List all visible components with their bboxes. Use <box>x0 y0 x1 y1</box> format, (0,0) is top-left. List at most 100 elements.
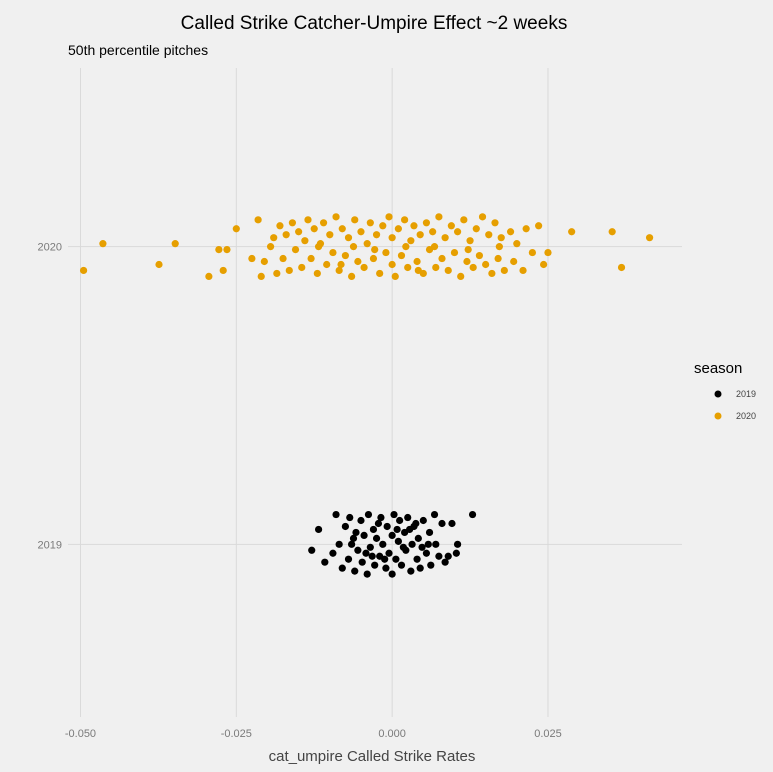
point-2020 <box>450 248 459 257</box>
point-2020 <box>469 263 477 272</box>
point-2020 <box>513 240 521 248</box>
point-2020 <box>341 251 349 260</box>
point-2020 <box>444 266 452 275</box>
y-tick-label: 2020 <box>38 242 62 254</box>
point-2020 <box>495 243 503 251</box>
point-2019 <box>430 510 439 519</box>
point-2020 <box>435 213 443 221</box>
point-2020 <box>360 263 368 272</box>
point-2019 <box>372 534 381 542</box>
point-2020 <box>254 216 262 224</box>
point-2019 <box>321 558 329 566</box>
point-2020 <box>288 219 297 227</box>
point-2019 <box>405 525 414 534</box>
point-2020 <box>460 216 468 224</box>
point-2019 <box>357 516 365 525</box>
point-2020 <box>348 272 356 280</box>
point-2019 <box>422 549 431 557</box>
point-2019 <box>441 558 449 566</box>
point-2020 <box>371 246 379 254</box>
point-2019 <box>418 543 426 551</box>
point-2020 <box>464 246 472 254</box>
point-2020 <box>397 251 406 260</box>
point-2020 <box>413 257 421 266</box>
point-2020 <box>488 269 496 278</box>
point-2020 <box>388 234 396 242</box>
point-2019 <box>393 525 401 534</box>
point-2020 <box>382 248 390 257</box>
point-2019 <box>335 540 343 548</box>
point-2020 <box>363 240 371 248</box>
point-2020 <box>273 269 281 278</box>
x-tick-label: -0.050 <box>65 728 96 740</box>
grid <box>68 68 682 717</box>
point-2020 <box>506 228 515 236</box>
point-2019 <box>364 510 373 519</box>
point-2019 <box>435 552 443 560</box>
point-2020 <box>544 248 552 257</box>
point-2019 <box>341 522 349 531</box>
point-2020 <box>457 272 465 280</box>
point-2020 <box>295 228 303 236</box>
point-2019 <box>414 534 422 542</box>
point-2020 <box>453 228 462 236</box>
point-2020 <box>260 257 268 266</box>
point-2020 <box>482 260 490 269</box>
points <box>79 213 654 578</box>
point-2019 <box>308 546 316 554</box>
chart-subtitle: 50th percentile pitches <box>68 42 208 58</box>
point-2020 <box>319 219 328 227</box>
point-2019 <box>351 567 359 575</box>
point-2020 <box>500 266 508 275</box>
point-2019 <box>397 561 406 569</box>
point-2019 <box>360 531 368 539</box>
point-2020 <box>313 269 321 278</box>
point-2020 <box>357 228 365 236</box>
point-2019 <box>427 561 435 569</box>
point-2019 <box>425 528 434 537</box>
point-2020 <box>568 228 576 236</box>
point-2020 <box>155 260 163 269</box>
point-2020 <box>402 243 410 251</box>
point-2019 <box>412 519 420 528</box>
y-tick-label: 2019 <box>38 539 62 551</box>
point-2019 <box>385 549 393 557</box>
point-2020 <box>332 213 340 221</box>
point-2019 <box>416 564 424 572</box>
point-2019 <box>390 510 398 519</box>
point-2019 <box>424 540 432 548</box>
point-2020 <box>441 234 449 242</box>
point-2019 <box>432 540 440 548</box>
point-2020 <box>326 231 334 239</box>
point-2020 <box>310 225 318 233</box>
point-2019 <box>448 519 456 528</box>
point-2019 <box>388 531 396 539</box>
point-2019 <box>444 552 452 560</box>
point-2020 <box>535 222 543 230</box>
x-tick-label: -0.025 <box>221 728 252 740</box>
x-tick-label: 0.000 <box>378 728 406 740</box>
point-2020 <box>540 260 548 269</box>
point-2019 <box>332 510 340 519</box>
point-2020 <box>337 260 345 269</box>
point-2019 <box>329 549 337 557</box>
point-2019 <box>388 570 396 578</box>
point-2020 <box>323 260 331 269</box>
point-2020 <box>276 222 284 230</box>
point-2019 <box>349 534 358 542</box>
point-2020 <box>438 254 446 263</box>
point-2020 <box>394 225 402 233</box>
point-2019 <box>383 522 391 531</box>
point-2020 <box>307 254 315 263</box>
point-2020 <box>617 263 626 272</box>
point-2020 <box>301 237 309 245</box>
point-2020 <box>491 219 499 227</box>
point-2019 <box>392 555 400 563</box>
point-2020 <box>349 243 358 251</box>
chart-title: Called Strike Catcher-Umpire Effect ~2 w… <box>181 13 568 34</box>
point-2020 <box>485 231 493 239</box>
point-2019 <box>338 564 346 572</box>
point-2020 <box>215 246 223 254</box>
point-2020 <box>298 263 306 272</box>
